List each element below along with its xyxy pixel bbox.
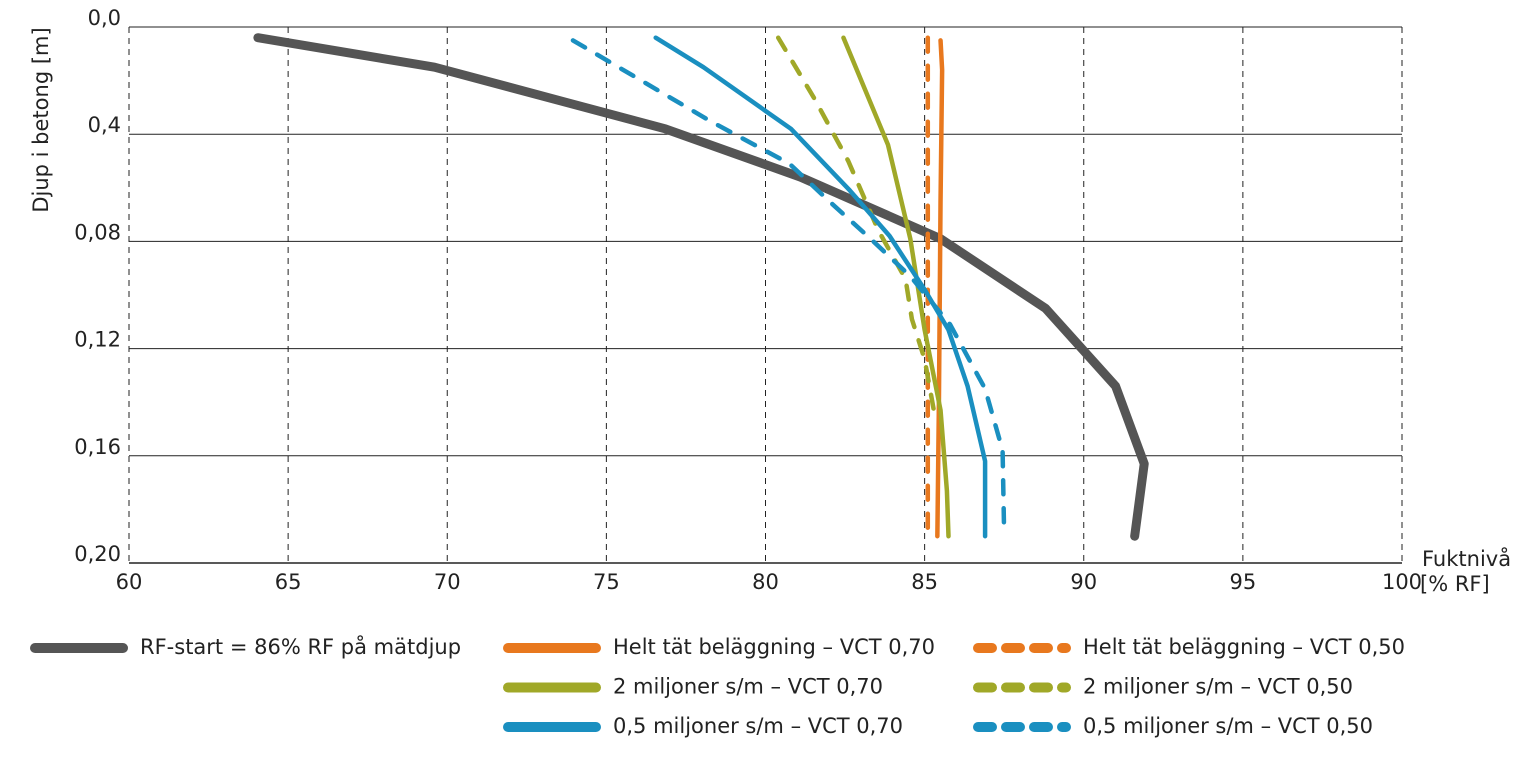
legend-label: 0,5 miljoner s/m – VCT 0,70 [613, 714, 903, 738]
legend-label: Helt tät beläggning – VCT 0,50 [1083, 635, 1405, 659]
line [570, 38, 1007, 539]
x-tick-label: 65 [275, 570, 302, 594]
line [935, 38, 945, 539]
legend-label: Helt tät beläggning – VCT 0,70 [613, 635, 935, 659]
line [653, 35, 988, 539]
line [775, 35, 939, 424]
line [253, 33, 1149, 541]
y-tick-label: 0,12 [74, 328, 121, 352]
y-tick-label: 0,08 [74, 220, 121, 244]
x-axis-label: Fuktnivå [1422, 546, 1511, 571]
line [841, 35, 951, 539]
x-tick-label: 100 [1382, 570, 1422, 594]
x-tick-label: 85 [911, 570, 938, 594]
y-tick-label: 0,4 [88, 113, 121, 137]
y-tick-label: 0,0 [88, 6, 121, 30]
x-axis-label: [% RF] [1420, 572, 1490, 596]
legend-label: 0,5 miljoner s/m – VCT 0,50 [1083, 714, 1373, 738]
x-tick-label: 75 [593, 570, 620, 594]
x-tick-label: 70 [434, 570, 461, 594]
y-tick-label: 0,20 [74, 542, 121, 566]
legend-label: RF-start = 86% RF på mätdjup [140, 634, 461, 659]
x-tick-label: 60 [116, 570, 143, 594]
y-axis-label: Djup i betong [m] [29, 27, 53, 212]
legend-label: 2 miljoner s/m – VCT 0,50 [1083, 675, 1353, 699]
legend-label: 2 miljoner s/m – VCT 0,70 [613, 675, 883, 699]
x-tick-label: 80 [752, 570, 779, 594]
x-tick-label: 90 [1070, 570, 1097, 594]
x-tick-label: 95 [1230, 570, 1257, 594]
y-tick-label: 0,16 [74, 435, 121, 459]
